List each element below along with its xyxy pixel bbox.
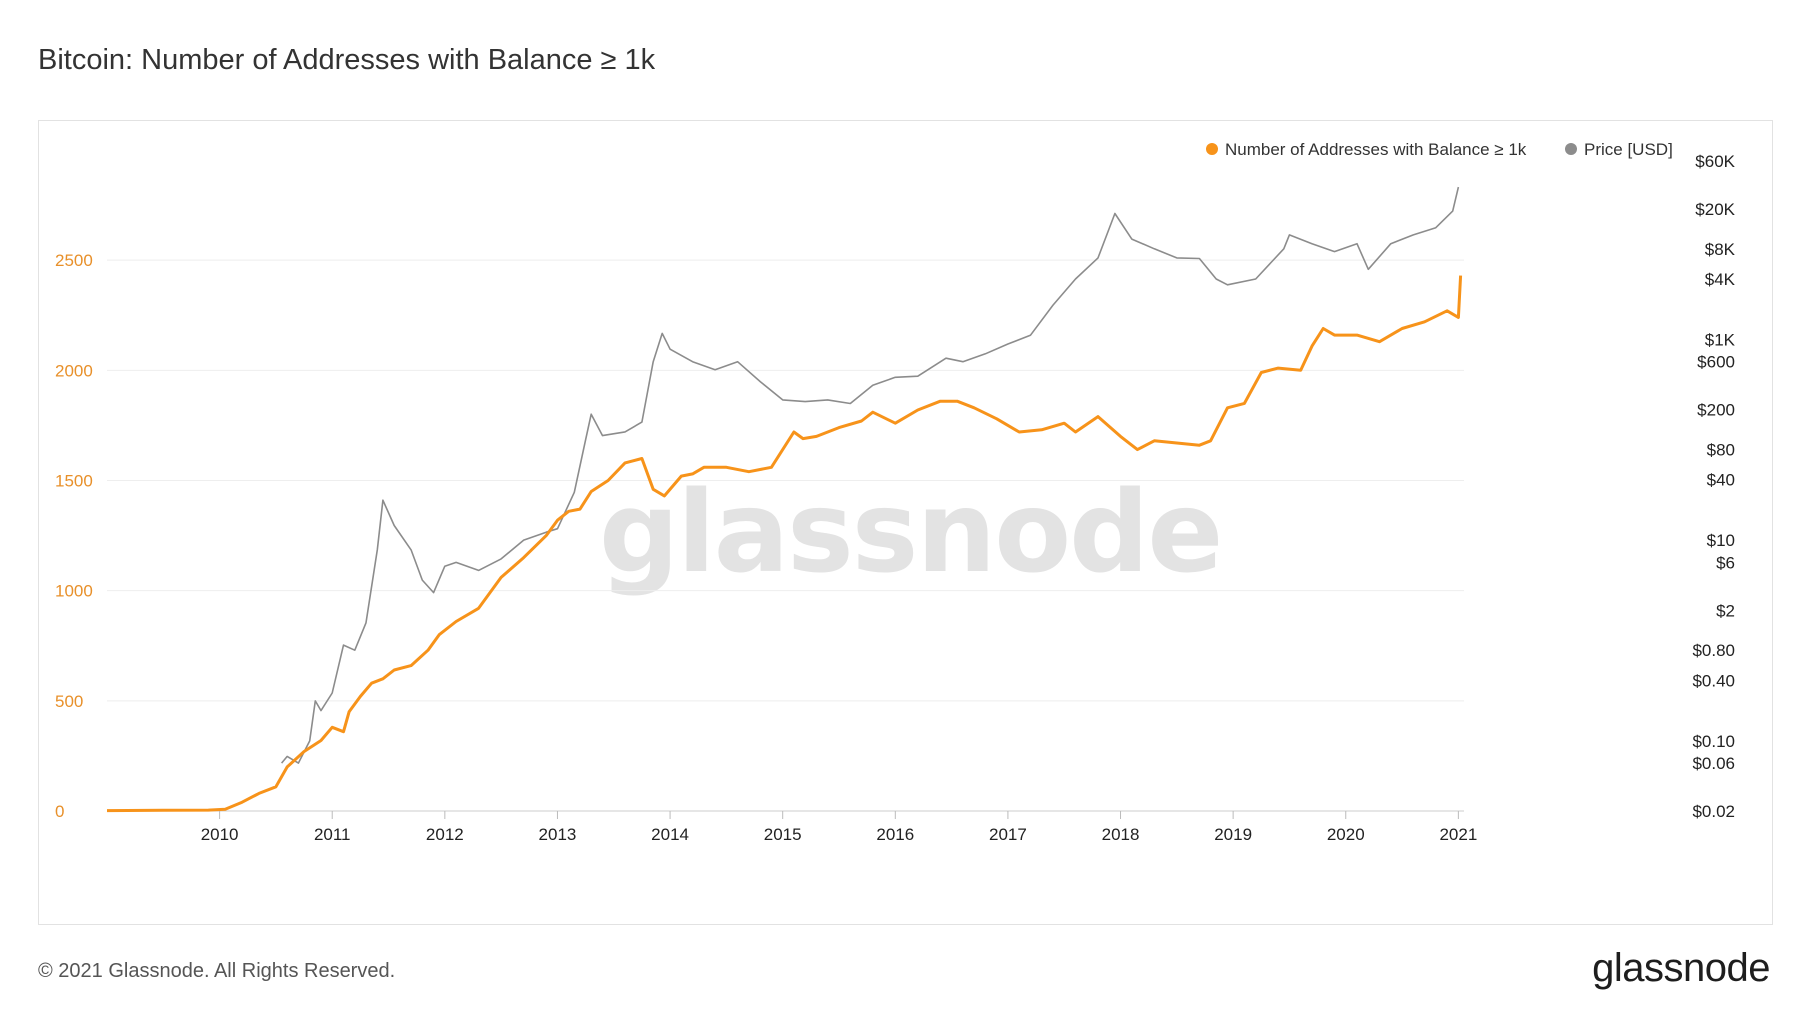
- x-tick-label: 2015: [764, 825, 802, 844]
- x-tick-label: 2020: [1327, 825, 1365, 844]
- footer-logo: glassnode: [1592, 946, 1770, 990]
- series-line-addresses: [106, 275, 1463, 813]
- legend-item-addresses[interactable]: Number of Addresses with Balance ≥ 1k: [1206, 140, 1527, 159]
- x-tick-label: 2019: [1214, 825, 1252, 844]
- y-right-tick-label: $40: [1707, 471, 1735, 490]
- y-left-tick-label: 0: [55, 802, 64, 821]
- y-right-tick-label: $600: [1697, 353, 1735, 372]
- y-right-tick-label: $200: [1697, 401, 1735, 420]
- legend-item-price[interactable]: Price [USD]: [1565, 140, 1673, 159]
- x-tick-label: 2021: [1439, 825, 1477, 844]
- x-tick-label: 2010: [201, 825, 239, 844]
- page-title: Bitcoin: Number of Addresses with Balanc…: [38, 44, 656, 76]
- series-lines: [106, 186, 1463, 813]
- y-right-tick-label: $2: [1716, 601, 1735, 620]
- y-right-tick-label: $0.10: [1692, 732, 1735, 751]
- y-right-tick-label: $1K: [1705, 330, 1736, 349]
- y-right-tick-label: $20K: [1695, 200, 1735, 219]
- y-right-tick-label: $6: [1716, 553, 1735, 572]
- y-right-tick-label: $0.80: [1692, 641, 1735, 660]
- watermark: glassnode: [599, 468, 1221, 598]
- y-axis-left: 0 500 1000 1500 2000 2500: [55, 251, 93, 821]
- series-line-price: [280, 186, 1460, 764]
- legend-label-addresses: Number of Addresses with Balance ≥ 1k: [1225, 140, 1527, 159]
- x-tick-label: 2016: [876, 825, 914, 844]
- legend: Number of Addresses with Balance ≥ 1k Pr…: [1206, 140, 1673, 159]
- y-left-tick-label: 1500: [55, 471, 93, 490]
- x-tick-label: 2013: [539, 825, 577, 844]
- y-right-tick-label: $60K: [1695, 152, 1735, 171]
- footer-copyright: © 2021 Glassnode. All Rights Reserved.: [38, 960, 396, 982]
- y-left-tick-label: 2000: [55, 361, 93, 380]
- y-right-tick-label: $0.40: [1692, 671, 1735, 690]
- legend-marker-addresses: [1206, 143, 1218, 155]
- y-right-tick-label: $10: [1707, 531, 1735, 550]
- legend-label-price: Price [USD]: [1584, 140, 1673, 159]
- chart-container: glassnode 0 500 1000 1500 2000 2500 $0.02 $0.0…: [38, 120, 1773, 925]
- y-right-tick-label: $0.06: [1692, 754, 1735, 773]
- x-tick-label: 2017: [989, 825, 1027, 844]
- x-tick-label: 2012: [426, 825, 464, 844]
- legend-marker-price: [1565, 143, 1577, 155]
- y-left-tick-label: 2500: [55, 251, 93, 270]
- y-right-tick-label: $80: [1707, 441, 1735, 460]
- y-axis-right: $0.02 $0.06 $0.10 $0.40 $0.80 $2 $6 $10 $40 $80 $2…: [1692, 152, 1735, 821]
- y-right-tick-label: $0.02: [1692, 802, 1735, 821]
- x-axis: 2010 2011 2012 2013 2014 2015 2016 2017 2018 2019…: [107, 810, 1477, 844]
- x-tick-label: 2014: [651, 825, 689, 844]
- y-right-tick-label: $4K: [1705, 270, 1736, 289]
- y-right-tick-label: $8K: [1705, 240, 1736, 259]
- x-tick-label: 2011: [314, 825, 351, 844]
- x-tick-label: 2018: [1102, 825, 1140, 844]
- y-left-tick-label: 500: [55, 692, 83, 711]
- y-left-tick-label: 1000: [55, 582, 93, 601]
